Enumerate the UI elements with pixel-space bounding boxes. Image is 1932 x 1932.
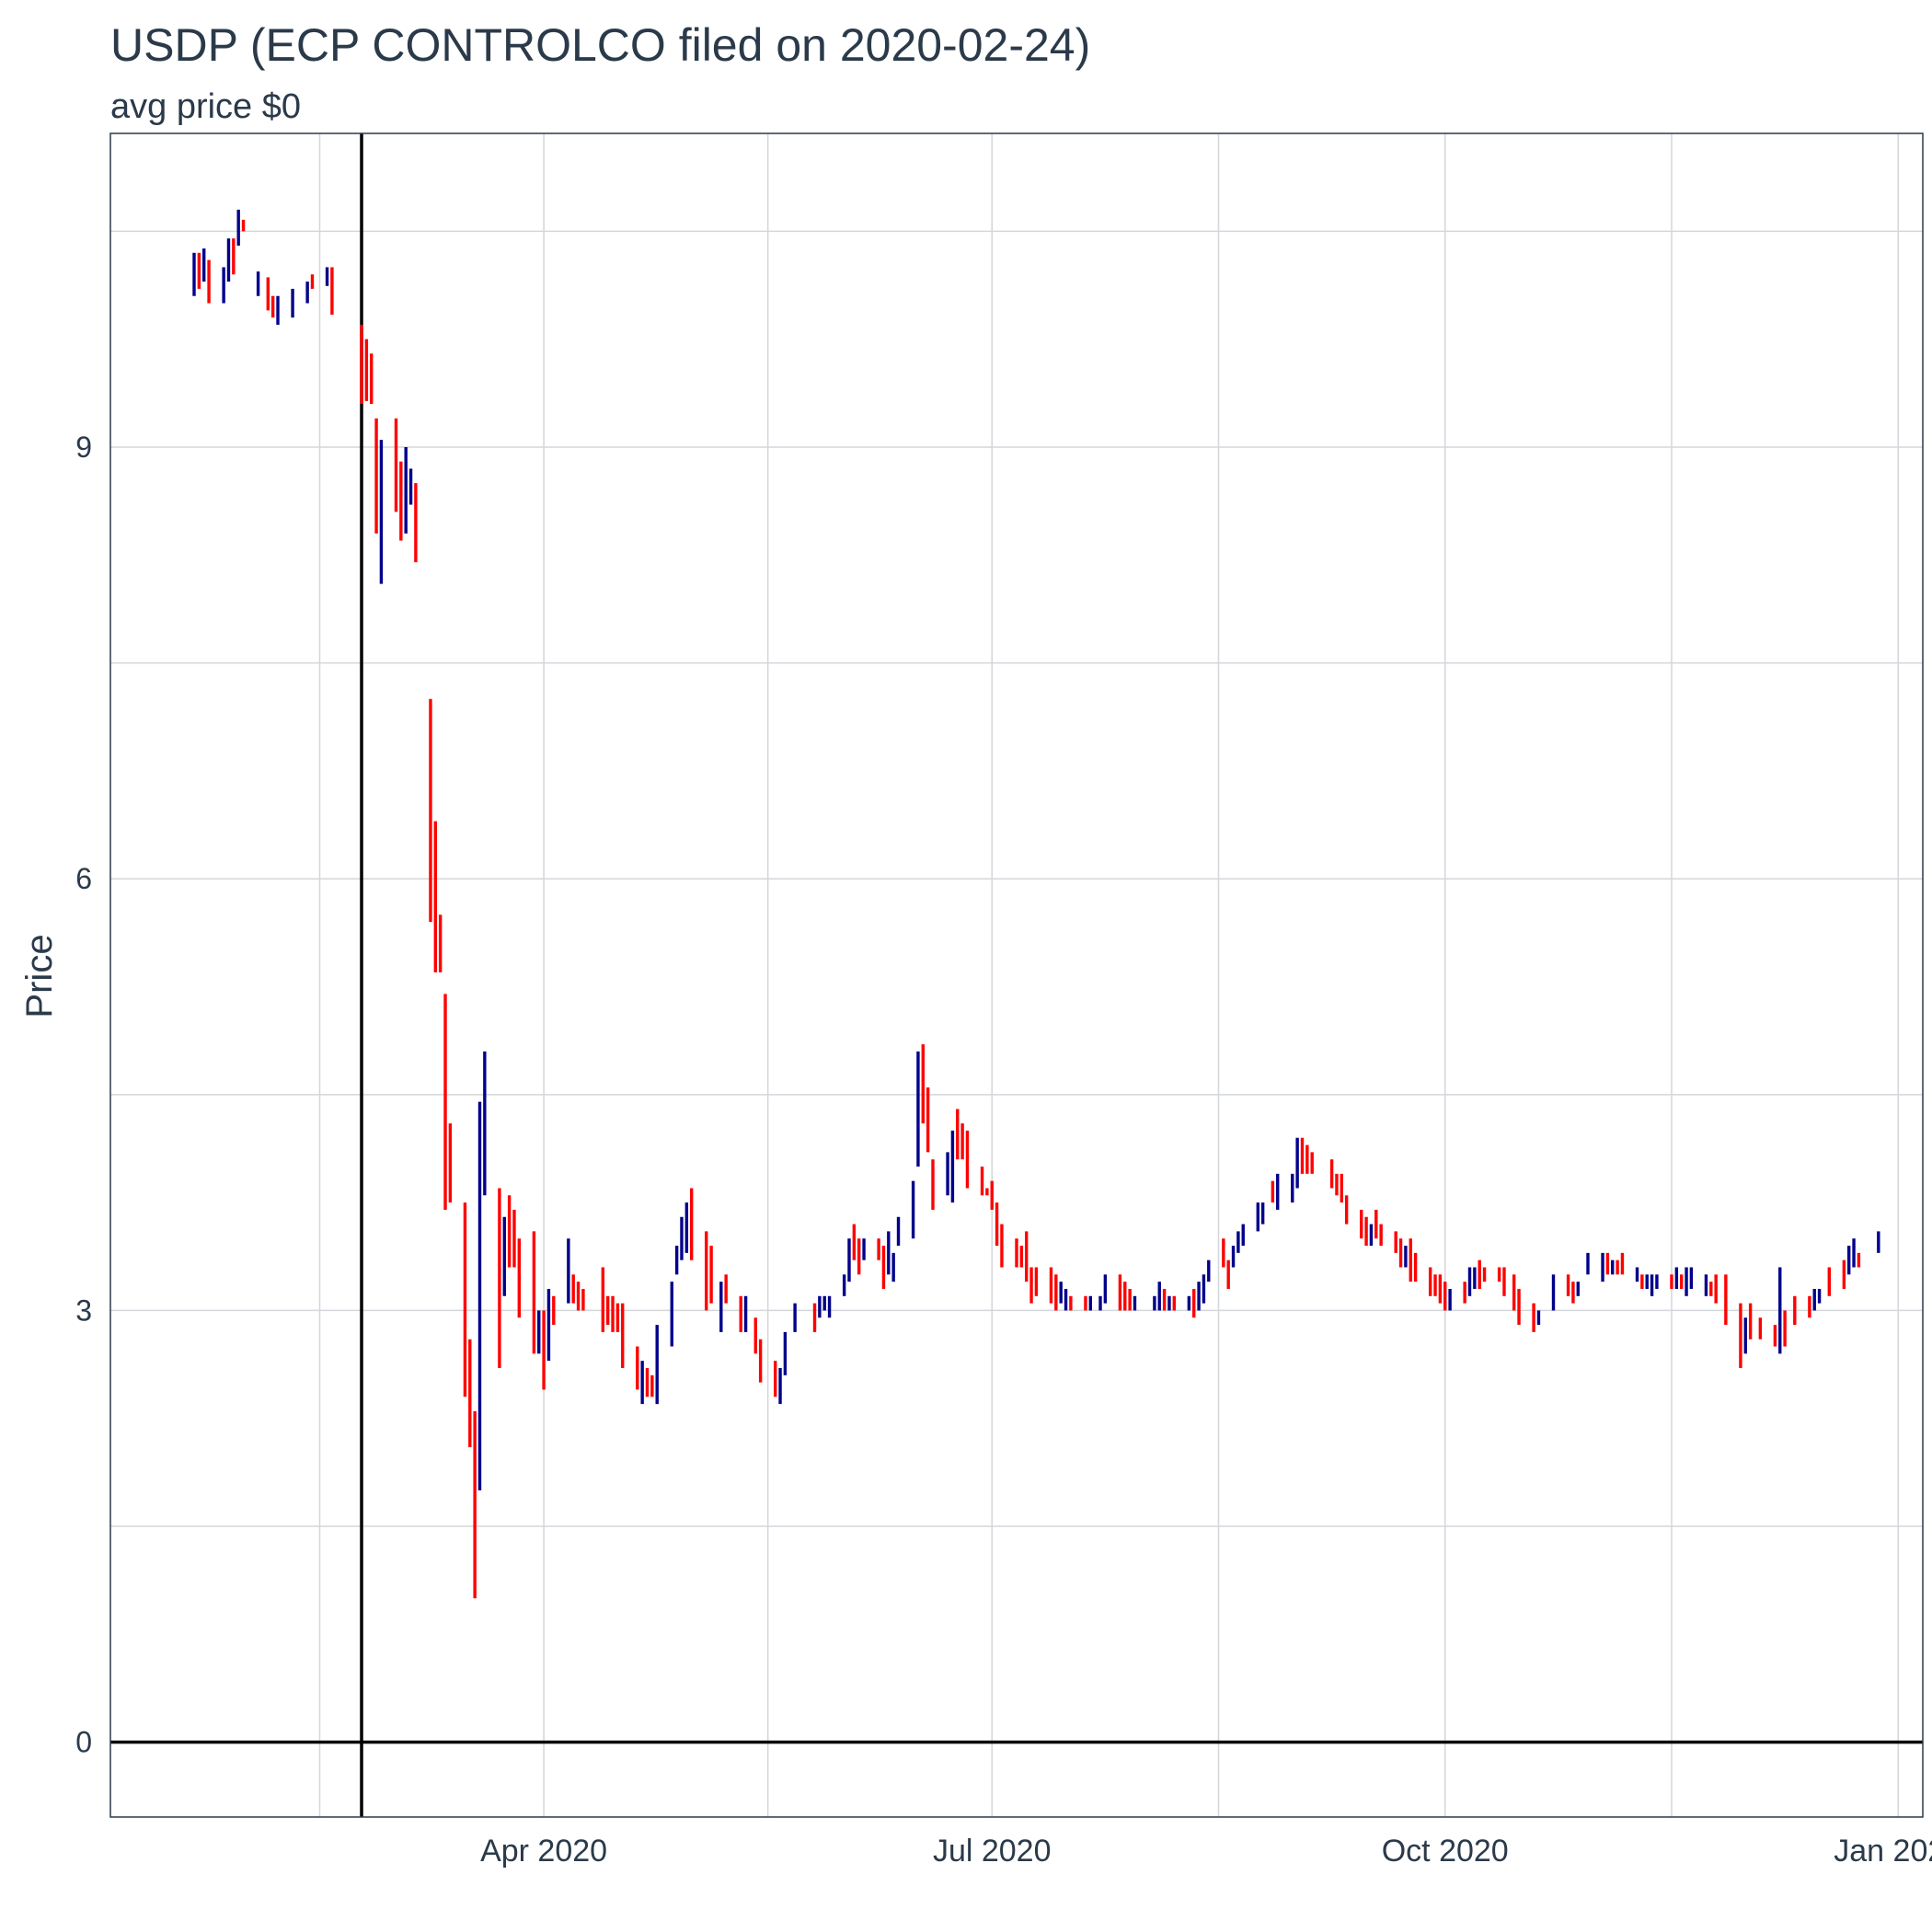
ohlc-bars [192,209,1880,1599]
chart-subtitle: avg price $0 [110,87,301,126]
chart-title: USDP (ECP CONTROLCO filed on 2020-02-24) [110,19,1090,71]
y-tick-label: 9 [75,431,92,464]
x-tick-label: Oct 2020 [1382,1834,1509,1869]
y-tick-label: 6 [75,862,92,895]
x-tick-label: Jan 2021 [1834,1834,1932,1869]
axis-ticks: 0 3 6 9 Apr 2020 Jul 2020 Oct 2020 Jan 2021 [75,431,1932,1869]
plot-panel-border [109,132,1924,1818]
y-tick-label: 3 [75,1294,92,1327]
x-tick-label: Jul 2020 [933,1834,1052,1869]
y-tick-label: 0 [75,1726,92,1759]
y-axis-label: Price [19,934,60,1018]
grid-lines [110,133,1923,1817]
x-tick-label: Apr 2020 [480,1834,607,1869]
reference-lines [110,133,1923,1817]
